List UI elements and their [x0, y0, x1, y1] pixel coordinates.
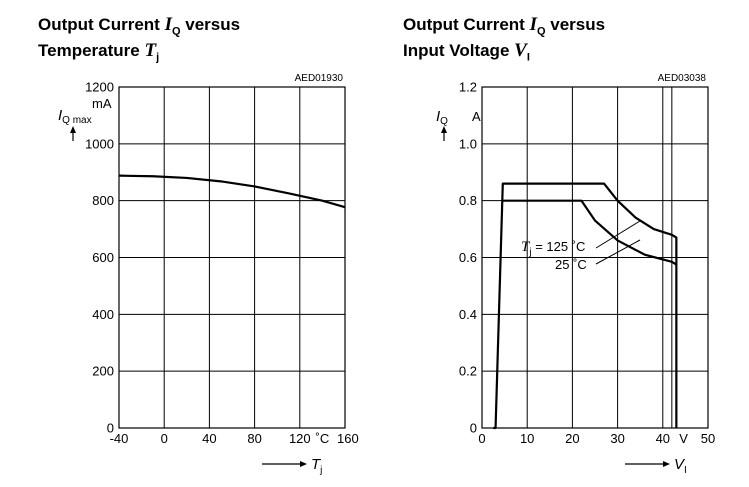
- chart2-ytick-label: 1.0: [459, 136, 477, 151]
- chart1-series-1-line: [118, 174, 346, 209]
- chart2-ylabel: IQ: [436, 108, 448, 127]
- chart2-xtick-label: 50: [701, 431, 715, 446]
- chart2-code: AED03038: [658, 73, 707, 84]
- chart1-xtick-label: 40: [202, 431, 216, 446]
- chart2-ytick-label: 0.8: [459, 193, 477, 208]
- chart2-ytick-label: 0.6: [459, 250, 477, 265]
- chart1-ytick-label: 800: [92, 193, 114, 208]
- chart2-annotation-leader: [595, 239, 641, 265]
- chart2-xtick-label: 0: [478, 431, 485, 446]
- chart1-ylabel: IQ max: [58, 107, 92, 126]
- chart1-ytick-label: 400: [92, 307, 114, 322]
- chart1-xtick-label: -40: [110, 431, 129, 446]
- chart2-xlabel: VI: [674, 456, 687, 476]
- chart2-series-1-line: [493, 182, 678, 430]
- chart2-annotation-125c: Tj = 125 ˚C: [521, 239, 585, 258]
- chart1-xunit: ˚C: [316, 431, 330, 446]
- chart2-ytick-label: 0.2: [459, 364, 477, 379]
- chart1-ytick-label: 1000: [85, 136, 114, 151]
- chart2-ylabel-arrowhead: [441, 126, 447, 133]
- chart2-frame: [481, 86, 709, 429]
- chart1-xtick-label: 0: [161, 431, 168, 446]
- chart1-xtick-label: 160: [337, 431, 359, 446]
- chart1-ytick-label: 600: [92, 250, 114, 265]
- chart1-xlabel-arrowhead: [300, 461, 307, 467]
- chart2-xunit: V: [679, 431, 688, 446]
- chart2-yunit: A: [472, 109, 481, 124]
- chart1-ytick-label: 1200: [85, 80, 114, 95]
- chart2-ytick-label: 0: [470, 421, 477, 436]
- chart2-series-2-line: [502, 199, 677, 266]
- chart1-ylabel-arrowhead: [70, 126, 76, 133]
- chart2-title: Output Current IQ versus Input Voltage V…: [403, 14, 606, 64]
- chart1-xtick-label: 80: [247, 431, 261, 446]
- chart2-xtick-label: 40: [656, 431, 670, 446]
- chart2-xtick-label: 30: [610, 431, 624, 446]
- chart1-ytick-label: 200: [92, 364, 114, 379]
- chart1-xtick-label: 120: [289, 431, 311, 446]
- chart2-xlabel-arrowhead: [663, 461, 670, 467]
- chart2-ytick-label: 1.2: [459, 80, 477, 95]
- chart1-yunit: mA: [92, 96, 112, 111]
- chart2-xtick-label: 20: [565, 431, 579, 446]
- chart1-title: Output Current IQ versus Temperature Tj: [38, 14, 241, 64]
- chart2-xtick-label: 10: [520, 431, 534, 446]
- chart1-xlabel: Tj: [311, 456, 322, 476]
- chart2-ytick-label: 0.4: [459, 307, 477, 322]
- chart1-code: AED01930: [295, 73, 344, 84]
- chart1-ytick-label: 0: [107, 421, 114, 436]
- chart1-frame: [118, 86, 346, 429]
- chart2-annotation-leader: [595, 220, 641, 249]
- chart2-annotation-25c: 25 ˚C: [555, 257, 587, 272]
